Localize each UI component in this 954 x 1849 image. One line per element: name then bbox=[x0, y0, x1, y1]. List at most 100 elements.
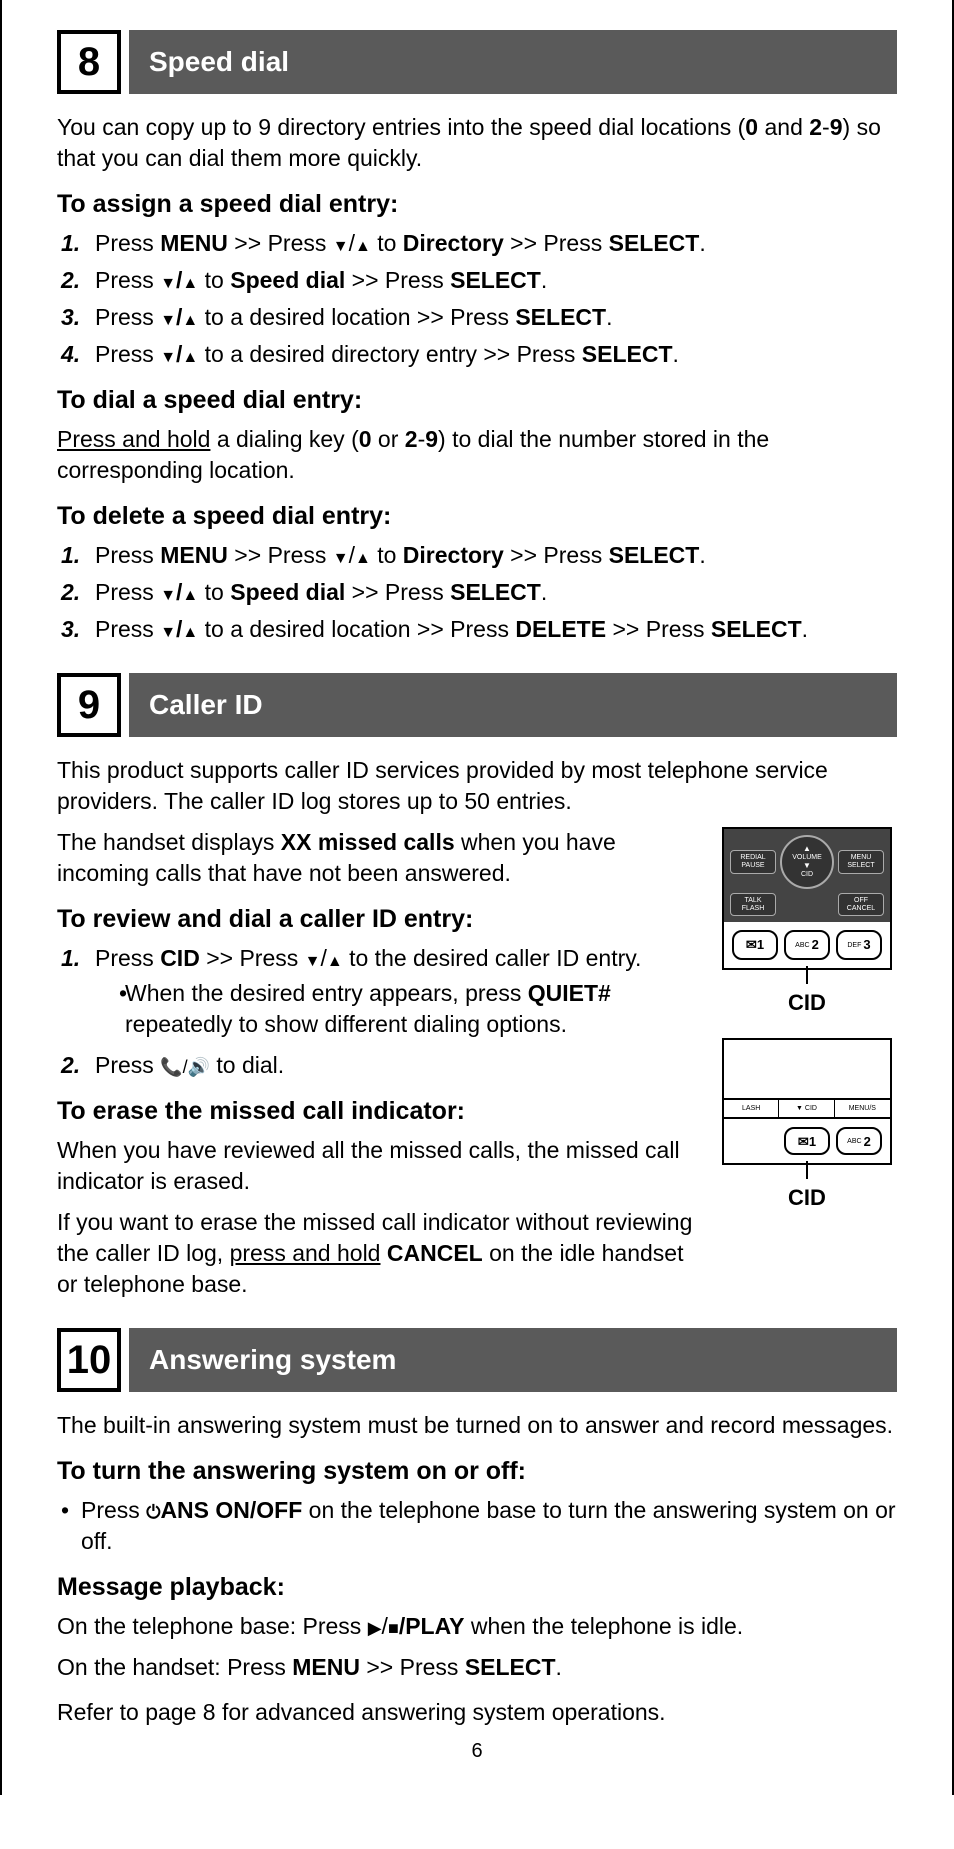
list-item: 2.Press / to Speed dial >> Press SELECT. bbox=[57, 265, 897, 296]
list-item: 1.Press MENU >> Press / to Directory >> … bbox=[57, 228, 897, 259]
step-num: 1. bbox=[57, 540, 95, 571]
list-item: 2.Press / to Speed dial >> Press SELECT. bbox=[57, 577, 897, 608]
step-num: 2. bbox=[57, 577, 95, 608]
step-text: Press / to Speed dial >> Press SELECT. bbox=[95, 265, 897, 296]
up-arrow-icon bbox=[182, 302, 198, 333]
s10-turn-list: •Press ⏻ANS ON/OFF on the telephone base… bbox=[57, 1495, 897, 1557]
down-arrow-icon bbox=[160, 265, 176, 296]
up-arrow-icon bbox=[327, 943, 343, 974]
section-number-8: 8 bbox=[57, 30, 121, 94]
step-text: Press CID >> Press / to the desired call… bbox=[95, 943, 697, 1044]
list-item: 4.Press / to a desired directory entry >… bbox=[57, 339, 897, 370]
s10-refer: Refer to page 8 for advanced answering s… bbox=[57, 1697, 897, 1728]
base-illustration: LASH ▼ CID MENU/S ✉1 ABC2 CID bbox=[717, 1038, 897, 1213]
section-title-8: Speed dial bbox=[129, 30, 897, 94]
s8-intro: You can copy up to 9 directory entries i… bbox=[57, 112, 897, 174]
list-item: 3.Press / to a desired location >> Press… bbox=[57, 302, 897, 333]
play-icon: ▶ bbox=[368, 1618, 382, 1638]
step-num: 2. bbox=[57, 265, 95, 296]
down-arrow-icon bbox=[333, 540, 349, 571]
step-text: Press / to a desired location >> Press S… bbox=[95, 302, 897, 333]
step-text: Press 📞/🔊 to dial. bbox=[95, 1050, 697, 1081]
step-num: 1. bbox=[57, 943, 95, 1044]
base-key-1: ✉1 bbox=[784, 1127, 830, 1155]
s8-delete-steps: 1.Press MENU >> Press / to Directory >> … bbox=[57, 540, 897, 645]
section-number-9: 9 bbox=[57, 673, 121, 737]
list-item: 3.Press / to a desired location >> Press… bbox=[57, 614, 897, 645]
step-text: Press MENU >> Press / to Directory >> Pr… bbox=[95, 540, 897, 571]
up-arrow-icon bbox=[182, 577, 198, 608]
key-2: ABC2 bbox=[784, 930, 830, 960]
s8-dial-head: To dial a speed dial entry: bbox=[57, 384, 897, 418]
down-arrow-icon bbox=[160, 614, 176, 645]
down-arrow-icon bbox=[160, 339, 176, 370]
s8-delete-head: To delete a speed dial entry: bbox=[57, 500, 897, 534]
s9-intro: This product supports caller ID services… bbox=[57, 755, 897, 817]
step-text: Press / to a desired location >> Press D… bbox=[95, 614, 897, 645]
off-key: OFF CANCEL bbox=[838, 893, 884, 916]
base-key-2: ABC2 bbox=[836, 1127, 882, 1155]
s10-turn-head: To turn the answering system on or off: bbox=[57, 1455, 897, 1489]
section-number-10: 10 bbox=[57, 1328, 121, 1392]
step-text: Press / to Speed dial >> Press SELECT. bbox=[95, 577, 897, 608]
nav-circle: ▲ VOLUME ▼ CID bbox=[780, 835, 834, 889]
base-btn-menu: MENU/S bbox=[835, 1100, 890, 1117]
up-arrow-icon bbox=[355, 228, 371, 259]
step-num: 4. bbox=[57, 339, 95, 370]
text: and bbox=[758, 114, 809, 140]
up-arrow-icon bbox=[182, 339, 198, 370]
s10-play-head: Message playback: bbox=[57, 1571, 897, 1605]
section-title-10: Answering system bbox=[129, 1328, 897, 1392]
s9-two-col: The handset displays XX missed calls whe… bbox=[57, 827, 897, 1310]
cid-caption-2: CID bbox=[788, 1183, 826, 1213]
talk-speaker-icon: 📞/🔊 bbox=[160, 1055, 210, 1079]
s9-review-steps: 1.Press CID >> Press / to the desired ca… bbox=[57, 943, 697, 1081]
pointer-line bbox=[806, 1161, 808, 1179]
step-text: Press MENU >> Press / to Directory >> Pr… bbox=[95, 228, 897, 259]
stop-icon: ■ bbox=[388, 1618, 399, 1638]
s8-dial-text: Press and hold a dialing key (0 or 2-9) … bbox=[57, 424, 897, 486]
s9-review-head: To review and dial a caller ID entry: bbox=[57, 903, 697, 937]
s8-assign-steps: 1.Press MENU >> Press / to Directory >> … bbox=[57, 228, 897, 370]
section-8-header: 8 Speed dial bbox=[57, 30, 897, 94]
cid-label-small: CID bbox=[801, 871, 813, 879]
base-btn-cid: ▼ CID bbox=[779, 1100, 834, 1117]
up-arrow-icon bbox=[182, 265, 198, 296]
key-3: DEF3 bbox=[836, 930, 882, 960]
step-num: 3. bbox=[57, 302, 95, 333]
s10-play1: On the telephone base: Press ▶/■/PLAY wh… bbox=[57, 1611, 897, 1642]
text: 2 bbox=[809, 114, 822, 140]
step-num: 1. bbox=[57, 228, 95, 259]
sub-bullet: •When the desired entry appears, press Q… bbox=[95, 978, 697, 1040]
list-item: •Press ⏻ANS ON/OFF on the telephone base… bbox=[57, 1495, 897, 1557]
talk-key: TALK FLASH bbox=[730, 893, 776, 916]
down-arrow-icon bbox=[160, 577, 176, 608]
section-9-header: 9 Caller ID bbox=[57, 673, 897, 737]
power-icon: ⏻ bbox=[146, 1502, 160, 1522]
text: 9 bbox=[830, 114, 843, 140]
key-1: ✉1 bbox=[732, 930, 778, 960]
list-item: 1.Press MENU >> Press / to Directory >> … bbox=[57, 540, 897, 571]
menu-key: MENU SELECT bbox=[838, 850, 884, 873]
s9-erase2: If you want to erase the missed call ind… bbox=[57, 1207, 697, 1300]
s9-missed: The handset displays XX missed calls whe… bbox=[57, 827, 697, 889]
handset-illustration: REDIAL PAUSE ▲ VOLUME ▼ CID MENU SELECT … bbox=[717, 827, 897, 1018]
up-arrow-icon bbox=[182, 614, 198, 645]
s9-erase-head: To erase the missed call indicator: bbox=[57, 1095, 697, 1129]
list-item: 1.Press CID >> Press / to the desired ca… bbox=[57, 943, 697, 1044]
base-screen bbox=[724, 1040, 890, 1100]
section-10-header: 10 Answering system bbox=[57, 1328, 897, 1392]
redial-key: REDIAL PAUSE bbox=[730, 850, 776, 873]
down-arrow-icon bbox=[305, 943, 321, 974]
s8-assign-head: To assign a speed dial entry: bbox=[57, 188, 897, 222]
step-num: 3. bbox=[57, 614, 95, 645]
text: You can copy up to 9 directory entries i… bbox=[57, 114, 745, 140]
section-title-9: Caller ID bbox=[129, 673, 897, 737]
s10-play2: On the handset: Press MENU >> Press SELE… bbox=[57, 1652, 897, 1683]
text: 0 bbox=[745, 114, 758, 140]
base-btn-lash: LASH bbox=[724, 1100, 779, 1117]
pointer-line bbox=[806, 966, 808, 984]
down-arrow-icon bbox=[160, 302, 176, 333]
list-item: 2.Press 📞/🔊 to dial. bbox=[57, 1050, 697, 1081]
page-number: 6 bbox=[57, 1738, 897, 1765]
